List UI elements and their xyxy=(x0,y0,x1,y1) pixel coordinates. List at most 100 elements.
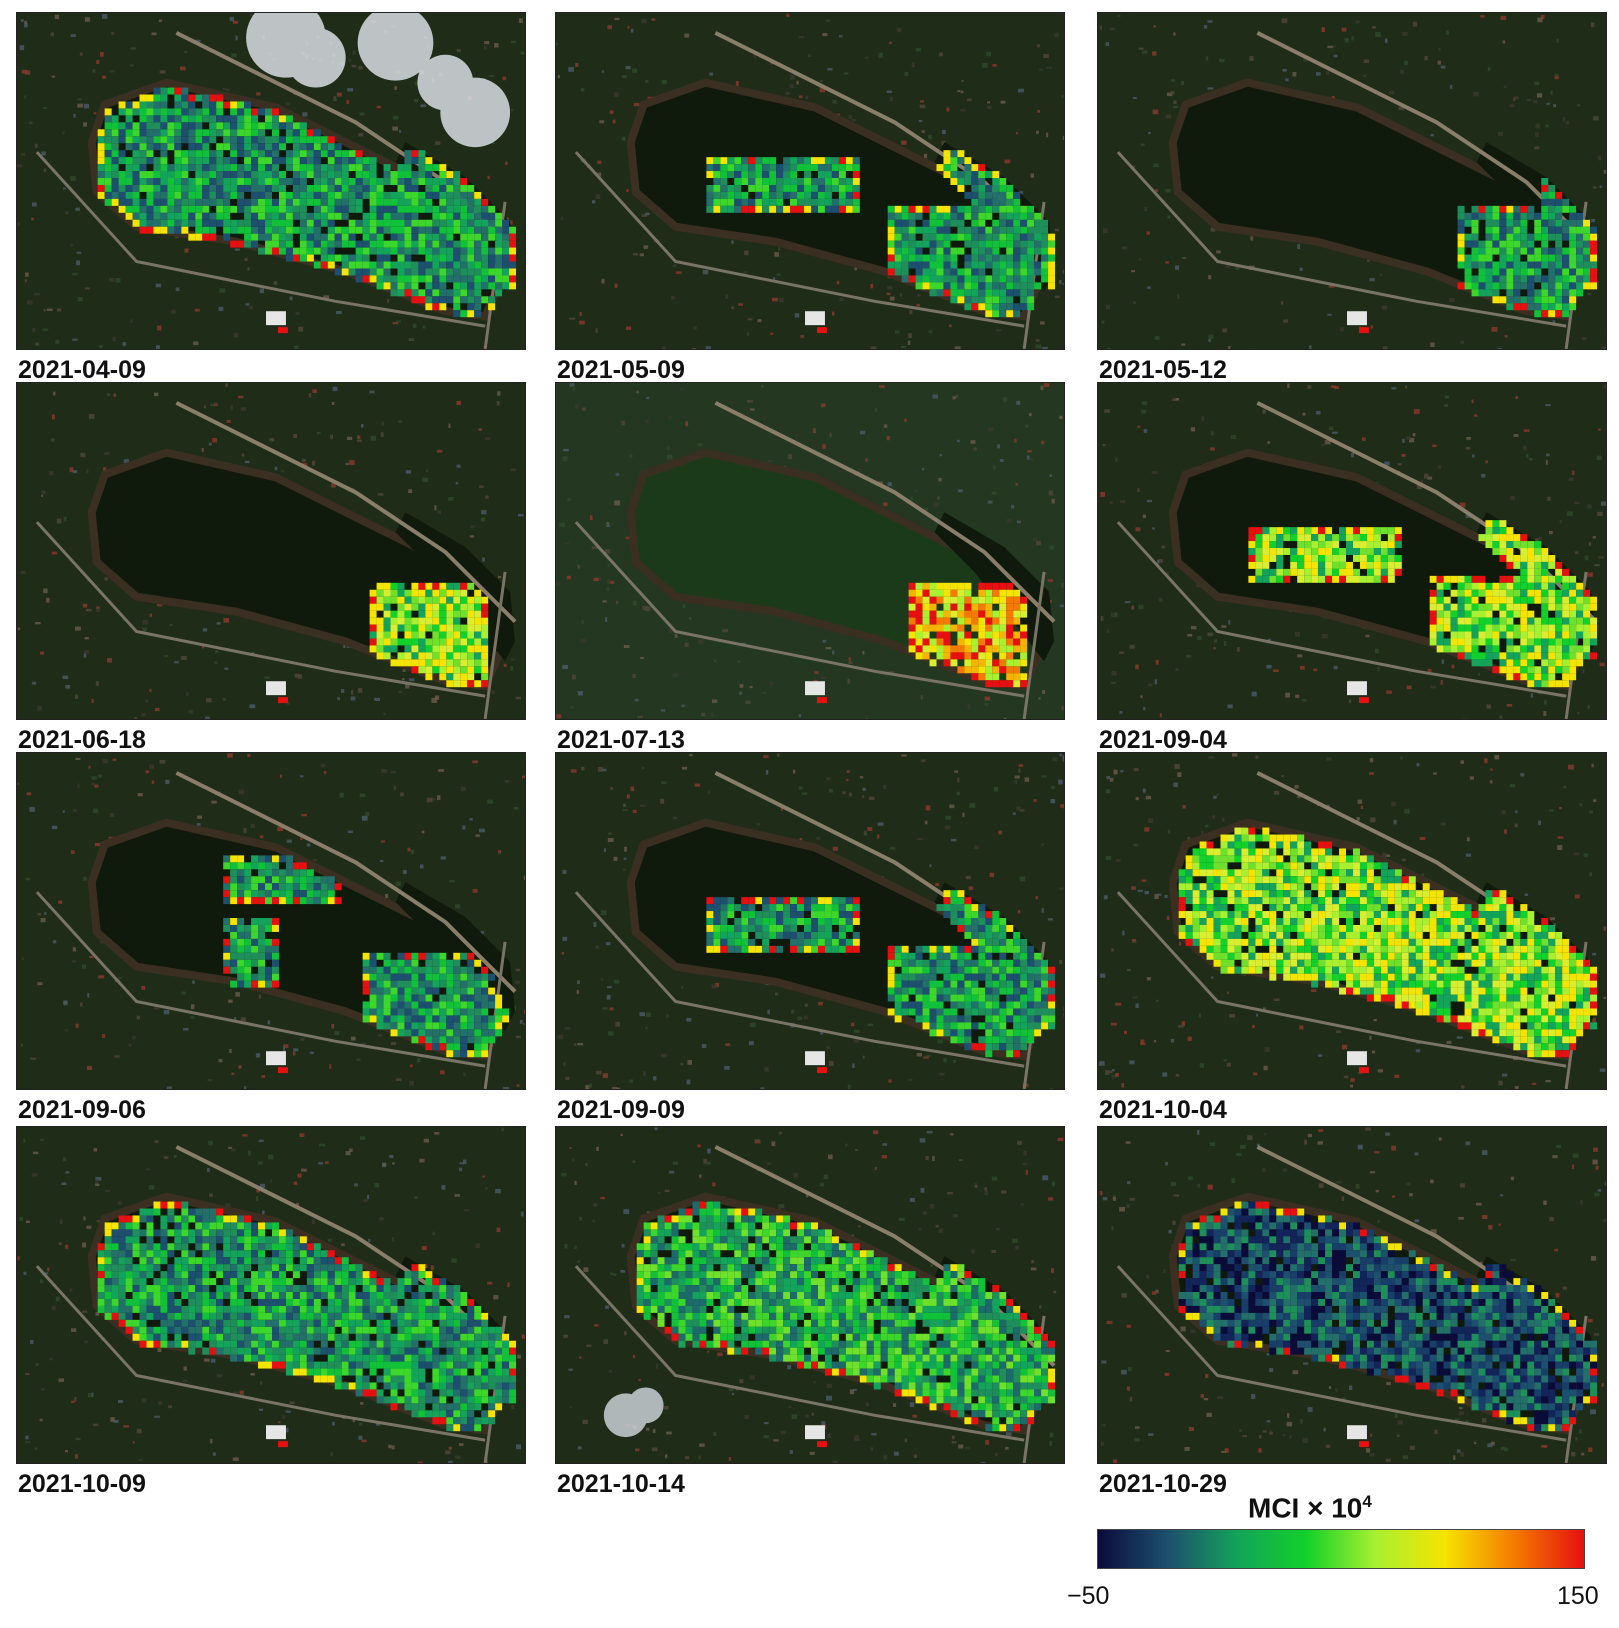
mci-pixel xyxy=(1436,575,1444,583)
town-speckle xyxy=(223,618,230,623)
mci-pixel xyxy=(313,129,321,137)
mci-pixel xyxy=(320,191,328,199)
mci-pixel xyxy=(936,226,944,234)
mci-pixel xyxy=(1555,652,1563,660)
satellite-panel xyxy=(16,752,526,1090)
mci-pixel xyxy=(1534,247,1542,255)
mci-pixel xyxy=(355,178,363,185)
town-speckle xyxy=(141,985,146,990)
town-speckle xyxy=(932,394,938,399)
mci-pixel xyxy=(797,157,805,165)
mci-pixel xyxy=(446,191,454,199)
mci-pixel xyxy=(404,226,412,234)
town-speckle xyxy=(1491,327,1498,332)
mci-pixel xyxy=(230,924,238,932)
mci-pixel xyxy=(439,673,447,681)
mci-pixel xyxy=(369,191,377,199)
mci-pixel xyxy=(1346,568,1353,576)
mci-pixel xyxy=(936,254,944,262)
mci-pixel xyxy=(783,205,791,213)
town-speckle xyxy=(96,60,100,65)
town-speckle xyxy=(41,490,46,495)
town-speckle xyxy=(323,295,330,299)
mci-pixel xyxy=(216,219,224,227)
mci-pixel xyxy=(341,191,349,199)
town-speckle xyxy=(777,247,781,251)
mci-pixel xyxy=(453,987,461,995)
mci-pixel xyxy=(278,876,286,884)
mci-pixel xyxy=(1562,666,1570,674)
mci-pixel xyxy=(195,164,203,172)
mci-pixel xyxy=(1506,589,1514,597)
mci-pixel xyxy=(1006,268,1014,276)
town-speckle xyxy=(485,495,489,499)
town-speckle xyxy=(142,627,147,632)
mci-pixel xyxy=(1569,282,1577,290)
mci-pixel xyxy=(390,219,398,227)
town-speckle xyxy=(627,25,630,29)
mci-pixel xyxy=(831,205,839,213)
mci-pixel xyxy=(265,240,272,248)
town-speckle xyxy=(51,414,55,420)
mci-pixel xyxy=(327,247,335,255)
mci-pixel xyxy=(1297,527,1305,535)
mci-pixel xyxy=(1541,596,1549,604)
cloud-cover xyxy=(246,13,511,148)
mci-pixel xyxy=(453,582,461,590)
mci-pixel xyxy=(1548,596,1556,604)
town-speckle xyxy=(1506,703,1513,707)
mci-pixel xyxy=(1013,282,1021,290)
mci-pixel xyxy=(1255,541,1263,549)
mci-pixel xyxy=(1013,254,1021,262)
town-speckle xyxy=(722,629,729,633)
town-speckle xyxy=(1480,15,1485,18)
mci-pixel xyxy=(139,129,147,137)
mci-pixel xyxy=(1366,534,1374,542)
mci-pixel xyxy=(369,959,377,967)
town-speckle xyxy=(1208,338,1211,342)
town-speckle xyxy=(56,308,62,312)
mci-pixel xyxy=(460,1001,468,1009)
town-speckle xyxy=(469,535,475,538)
mci-pixel xyxy=(957,631,965,639)
town-speckle xyxy=(1203,25,1208,29)
town-speckle xyxy=(1262,409,1266,414)
town-speckle xyxy=(181,655,187,661)
mci-pixel xyxy=(278,143,286,151)
mci-pixel xyxy=(1013,275,1021,283)
mci-pixel xyxy=(425,178,433,185)
town-speckle xyxy=(96,606,100,610)
mci-pixel xyxy=(783,171,791,179)
mci-pixel xyxy=(411,198,419,206)
mci-pixel xyxy=(446,1008,454,1016)
town-speckle xyxy=(1530,693,1533,698)
mci-pixel xyxy=(1548,205,1556,213)
mci-pixel xyxy=(439,303,447,311)
town-speckle xyxy=(1137,488,1140,492)
town-speckle xyxy=(1036,130,1039,134)
town-speckle xyxy=(413,98,419,103)
mci-pixel xyxy=(957,219,965,227)
mci-pixel xyxy=(292,191,300,199)
mci-pixel xyxy=(1569,212,1577,220)
town-speckle xyxy=(668,628,674,633)
mci-pixel xyxy=(1576,282,1584,290)
mci-pixel xyxy=(446,980,454,988)
mci-pixel xyxy=(936,596,944,604)
mci-pixel xyxy=(1276,554,1284,562)
mci-pixel xyxy=(369,987,377,995)
mci-pixel xyxy=(1297,541,1305,549)
town-speckle xyxy=(51,551,58,555)
mci-pixel xyxy=(992,233,1000,241)
mci-pixel xyxy=(1034,240,1042,248)
mci-pixel xyxy=(1520,652,1528,660)
mci-pixel xyxy=(908,219,916,227)
mci-pixel xyxy=(1492,541,1500,549)
mci-pixel xyxy=(181,184,189,192)
mci-pixel xyxy=(327,254,335,262)
mci-pixel xyxy=(118,136,126,144)
road xyxy=(483,571,507,719)
mci-pixel xyxy=(285,178,293,185)
town-speckle xyxy=(23,95,27,99)
mci-pixel xyxy=(936,205,944,213)
